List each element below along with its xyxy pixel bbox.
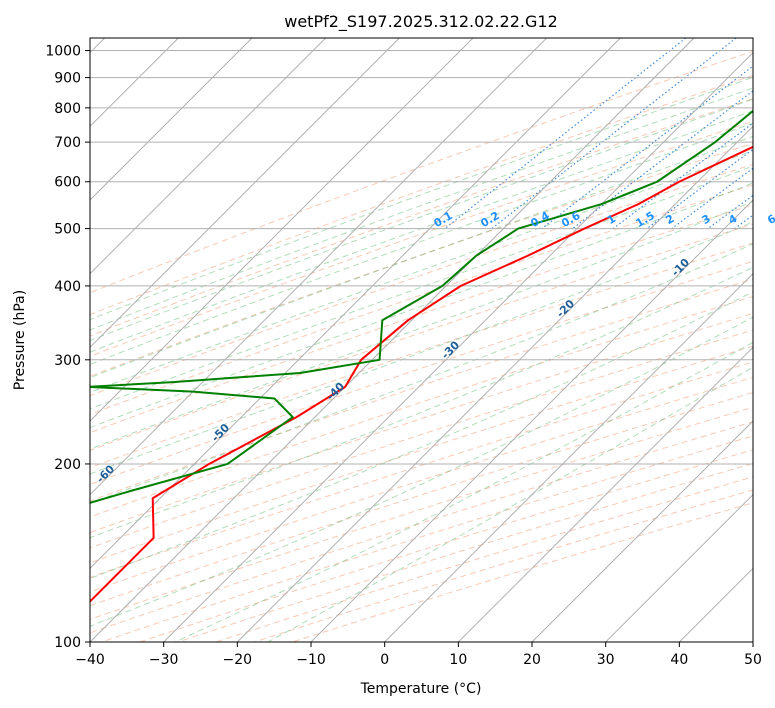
dry-adiabat xyxy=(90,184,753,415)
dry-adiabat xyxy=(90,98,753,337)
x-tick-label: −40 xyxy=(75,652,105,668)
temperature-profile xyxy=(90,145,753,603)
isotherm xyxy=(236,125,753,642)
isotherm xyxy=(752,641,753,642)
isotherm xyxy=(310,199,753,642)
x-tick-label: 40 xyxy=(670,652,688,668)
isotherm-label: -10 xyxy=(669,256,692,279)
moist-adiabat xyxy=(90,87,753,331)
moist-adiabat xyxy=(90,316,753,627)
isotherm xyxy=(531,420,753,642)
y-tick-label: 1000 xyxy=(45,44,81,60)
grid xyxy=(90,38,753,642)
x-tick-label: 30 xyxy=(597,652,615,668)
isotherm xyxy=(90,38,548,496)
isotherm xyxy=(163,51,753,642)
moist-adiabat xyxy=(90,201,753,450)
isotherm-label: -60 xyxy=(94,462,117,485)
isotherm xyxy=(90,38,327,275)
x-tick-label: −30 xyxy=(149,652,179,668)
isotherm-label: -30 xyxy=(439,338,462,361)
dry-adiabat xyxy=(90,312,753,534)
y-tick-label: 500 xyxy=(54,222,81,238)
dry-adiabat xyxy=(90,361,753,578)
y-tick-label: 600 xyxy=(54,175,81,191)
x-tick-label: 50 xyxy=(744,652,762,668)
dry-adiabat xyxy=(215,476,753,642)
isotherm xyxy=(90,38,474,422)
dry-adiabat xyxy=(90,50,753,294)
isotherm xyxy=(605,493,753,642)
mixing-ratio-line xyxy=(734,214,753,230)
moist-adiabat xyxy=(90,243,753,504)
mixing-ratio-label: 1.5 xyxy=(634,209,657,230)
mixing-ratio-label: 0.1 xyxy=(432,209,455,230)
y-tick-label: 900 xyxy=(54,71,81,87)
dewpoint-profile xyxy=(90,109,753,504)
isotherm xyxy=(678,567,753,642)
mixing-ratio-line xyxy=(572,90,753,230)
moist-adiabat xyxy=(90,182,753,429)
dry-adiabat xyxy=(90,163,753,397)
mixing-ratio-line xyxy=(612,122,753,230)
isotherm-label: -70 xyxy=(0,504,2,527)
dry-adiabat xyxy=(90,329,753,549)
isotherm xyxy=(90,38,695,642)
plot-frame xyxy=(89,37,754,643)
moist-adiabat xyxy=(90,76,753,321)
dry-adiabat xyxy=(90,376,753,593)
y-tick-label: 700 xyxy=(54,135,81,151)
moist-adiabat xyxy=(90,266,753,539)
mixing-ratio-line xyxy=(671,167,753,230)
x-axis-label: Temperature (°C) xyxy=(360,681,482,697)
x-tick-label: 10 xyxy=(449,652,467,668)
isotherm-label: -40 xyxy=(324,380,347,403)
x-tick-label: 0 xyxy=(380,652,389,668)
mixing-ratio-line xyxy=(541,65,753,230)
isotherm-label: -20 xyxy=(554,297,577,320)
y-tick-label: 400 xyxy=(54,279,81,295)
dry-adiabat xyxy=(90,223,753,451)
isotherm xyxy=(384,272,753,642)
chart-title: wetPf2_S197.2025.312.02.22.G12 xyxy=(284,12,558,32)
dry-adiabat xyxy=(90,74,753,316)
y-tick-label: 200 xyxy=(54,457,81,473)
isotherm xyxy=(457,346,753,642)
isotherm xyxy=(90,38,621,570)
dry-adiabat xyxy=(90,278,753,502)
y-tick-label: 100 xyxy=(54,635,81,651)
dry-adiabat xyxy=(90,242,753,469)
moist-adiabat xyxy=(90,165,753,410)
dry-adiabat xyxy=(90,142,753,377)
mixing-ratio-label: 2 xyxy=(663,212,676,227)
dry-adiabat xyxy=(101,435,753,642)
mixing-ratio-label: 0.4 xyxy=(528,209,552,230)
moist-adiabat xyxy=(267,366,753,642)
isotherm xyxy=(90,38,253,201)
x-tick-label: −20 xyxy=(223,652,253,668)
mixing-ratio-label: 6 xyxy=(765,212,775,227)
mixing-ratio-line xyxy=(444,38,687,230)
y-tick-label: 300 xyxy=(54,353,81,369)
y-axis-label: Pressure (hPa) xyxy=(12,290,28,390)
background-lines xyxy=(90,38,753,642)
dry-adiabat xyxy=(177,462,753,642)
isotherm xyxy=(90,38,400,349)
series-layer xyxy=(90,109,753,603)
mixing-ratio-label: 3 xyxy=(700,212,713,227)
y-tick-label: 800 xyxy=(54,101,81,117)
x-tick-label: −10 xyxy=(296,652,326,668)
isotherm-label: -50 xyxy=(209,421,232,444)
x-tick-label: 20 xyxy=(523,652,541,668)
moist-adiabat xyxy=(90,98,753,342)
axis-ticks: −40 −30 −20 −10 0 10 20 30 40 50 100 200 300 400 500 60… xyxy=(45,44,762,668)
moist-adiabat xyxy=(174,341,753,642)
